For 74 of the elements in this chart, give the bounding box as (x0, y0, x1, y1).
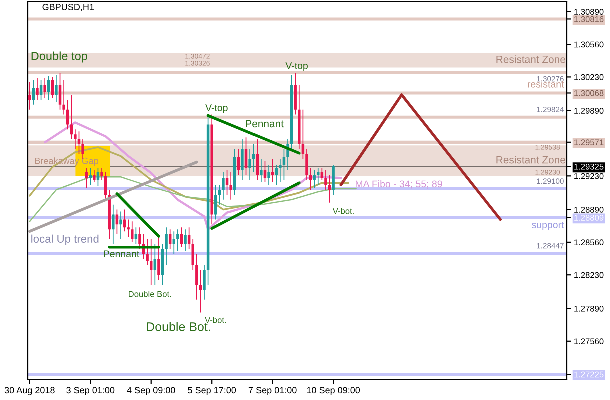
candlestick (260, 159, 263, 182)
y-tick-label: 1.30230 (574, 74, 604, 80)
x-tick-label: 5 Sep 17:00 (188, 387, 236, 396)
y-tick-label: 1.27560 (574, 338, 604, 345)
annotation: Double Bot. (129, 291, 172, 298)
candlestick (252, 144, 256, 172)
y-tick-label: 1.28560 (574, 240, 604, 246)
candlestick (82, 140, 84, 160)
y-tick-label: 1.29325 (574, 164, 604, 170)
ref-line-label: support (532, 222, 564, 230)
x-tick-label: 7 Sep 01:00 (248, 387, 297, 396)
y-tick-label: 1.30068 (574, 90, 604, 96)
y-tick-label: 1.30890 (574, 9, 604, 15)
candlestick (176, 230, 180, 252)
band-label: Resistant Zone (496, 156, 566, 164)
annotation: V-top (206, 104, 228, 114)
annotation: MA Fibo - 34; 55; 89 (356, 180, 442, 189)
candlestick (127, 220, 130, 238)
candlestick (165, 228, 168, 266)
candlestick (70, 95, 74, 140)
y-tick-label: 1.29230 (574, 173, 604, 180)
candlestick (313, 170, 316, 188)
annotation: V-top (286, 62, 308, 72)
candlestick (230, 172, 232, 200)
candlestick (279, 159, 282, 182)
x-tick-label: 4 Sep 09:00 (127, 387, 176, 396)
y-tick-label: 1.28890 (574, 207, 604, 213)
candlestick (89, 168, 92, 186)
annotation: V-bot. (332, 208, 354, 214)
candlestick (131, 222, 134, 242)
annotation: V-bot. (205, 317, 226, 324)
candlestick (268, 165, 270, 186)
y-tick-label: 1.28230 (574, 272, 604, 278)
y-tick-label: 1.28809 (574, 215, 604, 221)
y-tick-label: 1.29571 (574, 140, 604, 146)
candlestick (317, 168, 320, 186)
y-tick-label: 1.29890 (574, 108, 604, 114)
y-tick-label: 1.30560 (574, 42, 604, 48)
annotation: Double top (32, 52, 88, 63)
candlestick (294, 73, 297, 115)
candlestick (28, 82, 32, 110)
candlestick (44, 78, 46, 98)
candlestick (324, 170, 328, 190)
candlestick (196, 254, 198, 300)
band-label: Resistant Zone (496, 56, 566, 64)
candlestick (74, 130, 77, 150)
x-tick-label: 3 Sep 01:00 (66, 387, 115, 396)
line-series (29, 176, 357, 222)
candlestick (248, 149, 252, 180)
candlestick (62, 80, 66, 115)
candlestick (36, 78, 39, 100)
candlestick (146, 239, 149, 266)
chart-title: GBPUSD,H1 (42, 4, 94, 12)
candlestick (184, 230, 187, 252)
y-tick-label: 1.30816 (574, 16, 604, 22)
y-tick-label: 1.27890 (574, 306, 604, 312)
candlestick (298, 85, 301, 150)
candlestick (241, 140, 244, 180)
ref-line-label: resistant (528, 80, 564, 88)
candlestick (222, 172, 225, 200)
annotation: Double Bot. (147, 322, 210, 332)
y-tick-label: 1.27225 (574, 372, 604, 378)
candlestick (112, 204, 115, 244)
candlestick (120, 212, 122, 240)
annotation: local Up trend (32, 234, 99, 246)
annotation: Pennant (104, 250, 140, 258)
candlestick (100, 168, 104, 180)
annotation: Pennant (246, 120, 284, 128)
candlestick (172, 232, 176, 254)
x-tick-label: 10 Sep 09:00 (307, 387, 360, 396)
candlestick (203, 265, 206, 300)
x-tick-label: 30 Aug 2018 (4, 387, 55, 396)
candlestick (93, 170, 96, 182)
candlestick (55, 75, 58, 102)
